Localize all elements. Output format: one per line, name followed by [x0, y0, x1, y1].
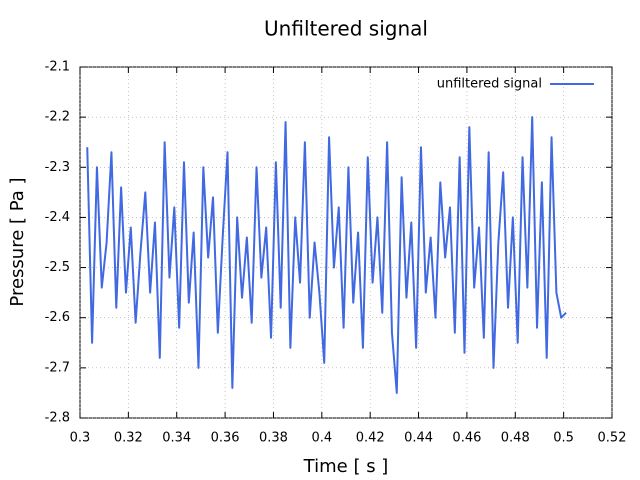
- x-tick-label: 0.34: [162, 431, 191, 446]
- y-tick-label: -2.5: [45, 260, 70, 275]
- x-tick-label: 0.52: [598, 431, 627, 446]
- signal-line: [86, 116, 567, 394]
- y-tick-label: -2.7: [45, 360, 70, 375]
- x-tick-label: 0.5: [553, 431, 574, 446]
- y-tick-label: -2.6: [45, 310, 70, 325]
- y-tick-label: -2.3: [45, 160, 70, 175]
- x-tick-label: 0.3: [70, 431, 91, 446]
- y-tick-label: -2.2: [45, 110, 70, 125]
- x-tick-label: 0.44: [404, 431, 433, 446]
- x-tick-label: 0.46: [452, 431, 481, 446]
- y-tick-label: -2.4: [45, 210, 70, 225]
- x-tick-label: 0.42: [356, 431, 385, 446]
- y-tick-label: -2.8: [45, 411, 70, 426]
- x-tick-label: 0.38: [259, 431, 288, 446]
- legend-label: unfiltered signal: [437, 77, 542, 92]
- y-tick-label: -2.1: [45, 60, 70, 75]
- x-tick-label: 0.32: [114, 431, 143, 446]
- x-tick-label: 0.36: [211, 431, 240, 446]
- x-tick-label: 0.4: [311, 431, 332, 446]
- x-tick-label: 0.48: [501, 431, 530, 446]
- y-axis-label: Pressure [ Pa ]: [7, 177, 28, 306]
- x-axis-label: Time [ s ]: [303, 456, 389, 477]
- chart-title: Unfiltered signal: [264, 17, 428, 41]
- plot-frame: [79, 66, 613, 419]
